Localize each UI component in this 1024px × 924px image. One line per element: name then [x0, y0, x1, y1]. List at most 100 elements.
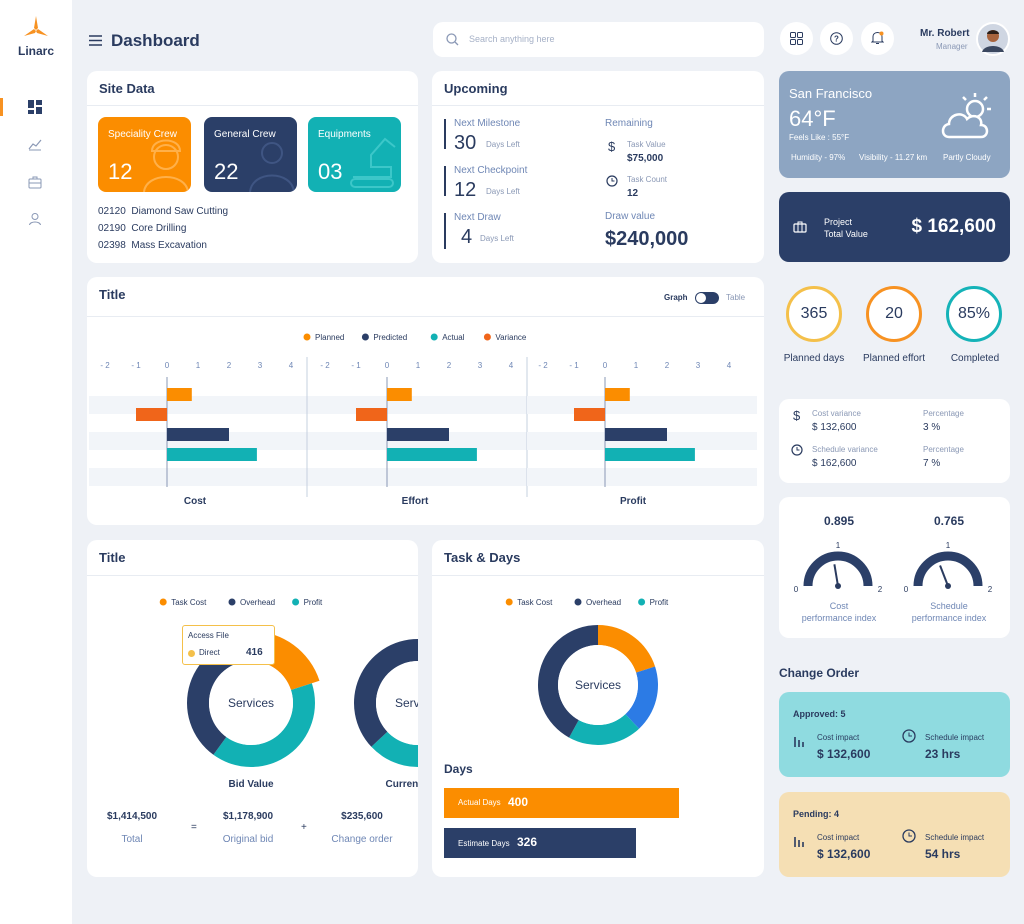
- tile-value: 03: [318, 159, 343, 184]
- legend-label: Task Cost: [517, 598, 553, 607]
- variance-card: $ Cost variance $ 132,600 Percentage 3 %…: [779, 399, 1010, 483]
- general-crew-tile[interactable]: General Crew 22: [204, 117, 297, 192]
- avatar[interactable]: [976, 22, 1010, 56]
- schedule-variance-value: $ 162,600: [812, 458, 857, 469]
- tooltip-value: 416: [246, 647, 263, 658]
- planned-effort-label: Planned effort: [862, 353, 926, 364]
- equipments-tile[interactable]: Equipments 03: [308, 117, 401, 192]
- cost-impact-label: Cost impact: [817, 833, 860, 842]
- bar-chart-icon: [794, 737, 804, 747]
- gauges-card: 0.895 0.765 0 1 2 0 1 2 Cost performance index…: [779, 497, 1010, 638]
- legend-label: Overhead: [586, 598, 621, 607]
- donut-center-label: Services: [575, 678, 621, 692]
- weather-card: San Francisco 64°F Feels Like : 55°F Hum…: [779, 71, 1010, 178]
- bar-chart-svg: Planned Predicted Actual Variance - 2 - 1 0 1 2…: [89, 333, 757, 507]
- row-band: [309, 468, 539, 486]
- cost-variance-label: Cost variance: [812, 409, 861, 418]
- legend-label: Planned: [315, 333, 344, 342]
- donut-slice: [213, 683, 315, 767]
- axis-tick: - 1: [351, 361, 361, 370]
- estimate-days-value: 326: [517, 835, 538, 849]
- gauge-value: 0.895: [823, 514, 855, 528]
- city: San Francisco: [789, 86, 873, 101]
- project-value: $ 162,600: [911, 216, 996, 237]
- next-milestone-value: 30: [454, 132, 477, 154]
- task-value: $75,000: [627, 153, 664, 164]
- partly-cloudy-icon: [941, 93, 991, 139]
- user-name: Mr. Robert: [920, 28, 970, 39]
- gauge-arc: [913, 551, 983, 587]
- donut-slice: [371, 731, 418, 767]
- gauge-tick: 0: [794, 585, 799, 594]
- donut-slice: [354, 639, 418, 747]
- legend-dot: [159, 598, 167, 606]
- cost-percentage: 3 %: [923, 422, 941, 433]
- bar-variance: [136, 408, 167, 421]
- axis-tick: 1: [634, 361, 639, 370]
- gauge-needle: [833, 564, 839, 587]
- next-milestone-label: Next Milestone: [454, 118, 521, 129]
- approved-title: Approved: 5: [793, 709, 846, 719]
- legend-dot: [574, 598, 582, 606]
- gauge-tick: 1: [946, 541, 951, 550]
- search-bar[interactable]: Search anything here: [433, 22, 764, 57]
- search-placeholder: Search anything here: [469, 34, 555, 44]
- change-order-title: Change Order: [779, 666, 860, 680]
- row-band: [527, 468, 757, 486]
- bar-chart-card: Title Graph Table Planned Predicted Actual…: [87, 277, 764, 525]
- approved-card[interactable]: Approved: 5 Cost impact $ 132,600 Schedu…: [779, 692, 1010, 777]
- view-toggle[interactable]: [695, 292, 719, 304]
- toggle-graph-label: Graph: [664, 293, 688, 302]
- axis-tick: 1: [416, 361, 421, 370]
- axis-tick: - 1: [569, 361, 579, 370]
- card-title: Task & Days: [444, 550, 521, 565]
- bar-predicted: [605, 428, 667, 441]
- axis-tick: 2: [447, 361, 452, 370]
- speciality-crew-tile[interactable]: Speciality Crew 12: [98, 117, 191, 192]
- actual-days-value: 400: [508, 795, 529, 809]
- planned-days-label: Planned days: [783, 353, 845, 364]
- row-band: [89, 468, 319, 486]
- analytics-icon[interactable]: [28, 137, 42, 151]
- gauge-tick: 2: [878, 585, 883, 594]
- donut-hole: [376, 661, 418, 745]
- schedule-impact-label: Schedule impact: [925, 733, 985, 742]
- tooltip-dot: [188, 650, 195, 657]
- task-value-label: Task Value: [627, 140, 666, 149]
- tile-value: 12: [108, 159, 133, 184]
- bar-variance: [356, 408, 387, 421]
- briefcase-icon[interactable]: [28, 175, 42, 189]
- notifications-button[interactable]: [861, 22, 894, 55]
- summary-label: Total: [121, 834, 143, 845]
- upcoming-card: Upcoming Next Milestone 30 Days Left Nex…: [432, 71, 764, 263]
- help-button[interactable]: ?: [820, 22, 853, 55]
- pending-card[interactable]: Pending: 4 Cost impact $ 132,600 Schedul…: [779, 792, 1010, 877]
- gauge-tick: 1: [836, 541, 841, 550]
- donut-hole: [209, 661, 293, 745]
- task-days-card: Task & Days Task Cost Overhead Profit Serv…: [432, 540, 764, 877]
- gauge-needle: [939, 565, 949, 587]
- axis-tick: - 2: [320, 361, 330, 370]
- tooltip-label: Direct: [199, 648, 220, 657]
- clock-icon: [606, 175, 618, 187]
- gauge-label: Cost performance index: [801, 601, 877, 623]
- gauge-hub: [835, 583, 841, 589]
- axis-tick: 0: [603, 361, 608, 370]
- menu-icon[interactable]: [89, 35, 102, 46]
- condition: Partly Cloudy: [943, 153, 991, 162]
- plus-sign: +: [301, 822, 307, 833]
- card-title: Title: [99, 287, 126, 302]
- sidebar: [0, 0, 72, 924]
- help-icon: ?: [830, 32, 843, 45]
- actual-days-bar: Actual Days 400: [444, 788, 679, 818]
- dashboard-icon[interactable]: [28, 100, 42, 114]
- user-icon[interactable]: [28, 212, 42, 226]
- percentage-label: Percentage: [923, 409, 964, 418]
- bar-planned: [387, 388, 412, 401]
- bar-planned: [167, 388, 192, 401]
- axis-tick: - 2: [100, 361, 110, 370]
- gauge-label: Schedule performance index: [911, 601, 987, 623]
- apps-button[interactable]: [780, 22, 813, 55]
- legend-label: Task Cost: [171, 598, 207, 607]
- legend-label: Predicted: [373, 333, 407, 342]
